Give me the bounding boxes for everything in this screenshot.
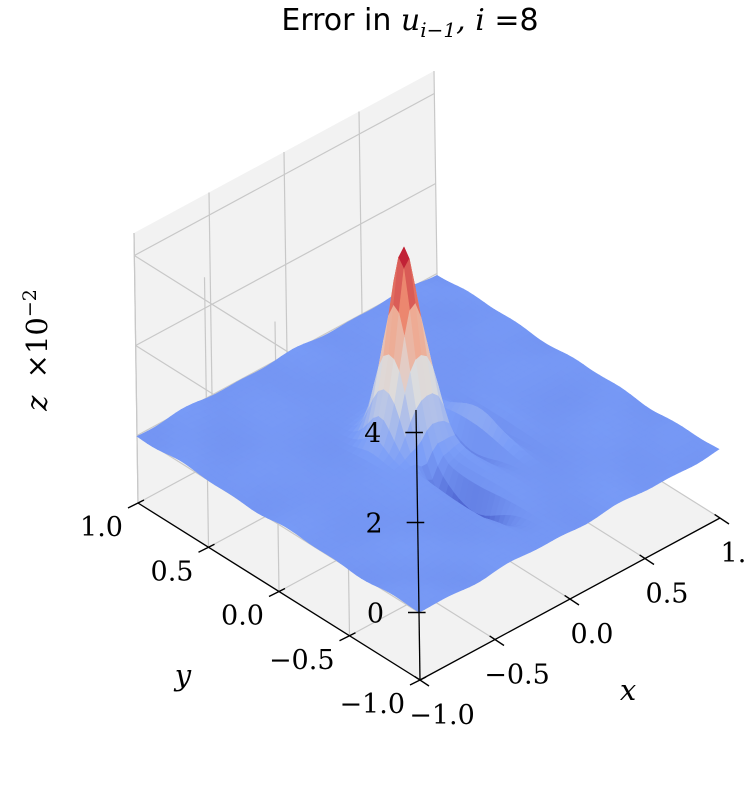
grid-line-back-z — [134, 92, 435, 257]
error-surface — [136, 246, 720, 613]
y-tick-label: 1.0 — [80, 512, 123, 543]
x-tick-label: 0.0 — [571, 619, 614, 650]
z-tick-label: 4 — [364, 419, 381, 450]
y-tick-label: 0.0 — [221, 601, 264, 632]
y-tick-mark — [198, 543, 215, 553]
y-tick-label: −0.5 — [269, 645, 335, 676]
y-tick-mark — [268, 587, 286, 598]
y-tick-mark — [409, 676, 427, 686]
z-tick-label: 2 — [366, 509, 383, 540]
x-tick-label: −1.0 — [409, 700, 475, 731]
grid-line-back-z — [135, 182, 436, 347]
x-tick-mark — [564, 594, 580, 606]
x-tick-mark — [714, 513, 730, 525]
y-tick-label: −1.0 — [339, 689, 405, 720]
tick-marks — [127, 431, 730, 687]
y-tick-label: 0.5 — [151, 556, 194, 587]
grid-line-left-y — [133, 232, 139, 504]
x-tick-label: −0.5 — [484, 660, 550, 691]
x-tick-mark — [489, 635, 505, 647]
z-tick-label: 0 — [367, 599, 384, 630]
z-axis-label: z ×10−2 — [19, 289, 54, 412]
z-axis-line — [415, 409, 421, 681]
svg-text:z ×10−2: z ×10−2 — [19, 289, 54, 412]
chart-title: Error in ui−1, i =8 — [281, 3, 538, 42]
y-tick-mark — [339, 632, 356, 642]
x-axis-label: x — [620, 673, 636, 707]
x-tick-label: 1.0 — [721, 538, 746, 569]
x-tick-mark — [639, 554, 655, 566]
y-tick-mark — [127, 499, 145, 509]
x-tick-label: 0.5 — [646, 579, 689, 610]
y-axis-label: y — [173, 658, 192, 692]
x-tick-mark — [414, 675, 430, 687]
